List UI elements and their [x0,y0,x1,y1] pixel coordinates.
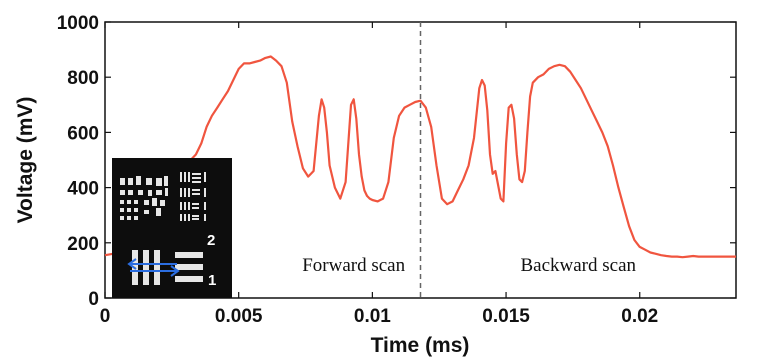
resolution-target-inset: 2 1 [112,158,232,298]
y-tick-label: 1000 [57,13,99,34]
x-tick-label: 0.005 [215,306,263,327]
y-tick-label: 800 [67,68,99,89]
plot-area: 0 0.005 0.01 0.015 0.02 0 200 400 600 800 1000 For… [57,13,737,327]
x-tick-label: 0.01 [354,306,391,327]
backward-scan-label: Backward scan [520,255,636,276]
axis-ticks: 0 0.005 0.01 0.015 0.02 0 200 400 600 800 1000 [57,13,736,327]
x-tick-label: 0 [100,306,111,327]
svg-text:2: 2 [207,232,215,249]
y-tick-label: 400 [67,179,99,200]
y-tick-label: 200 [67,234,99,255]
x-tick-label: 0.015 [482,306,530,327]
svg-text:1: 1 [208,272,216,289]
voltage-series-line [104,55,736,259]
x-axis-label: Time (ms) [371,334,470,357]
y-axis-label: Voltage (mV) [14,97,37,224]
forward-scan-label: Forward scan [302,255,405,276]
x-tick-label: 0.02 [621,306,658,327]
y-tick-label: 0 [88,289,99,310]
y-tick-label: 600 [67,123,99,144]
